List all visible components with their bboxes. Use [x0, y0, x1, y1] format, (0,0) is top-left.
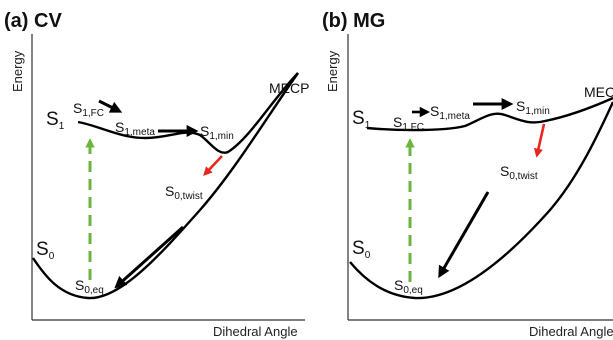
label-s1-fc: S1,FC — [393, 114, 424, 133]
label-s1-fc: S1,FC — [73, 100, 104, 119]
panel-mg: (b) MG Energy Dihedral Angle S1 S0 S1,FC… — [322, 10, 613, 339]
label-mecp: MECP — [584, 84, 613, 100]
y-axis-label: Energy — [10, 50, 25, 92]
x-axis-label: Dihedral Angle — [529, 324, 613, 339]
label-s1: S1 — [46, 109, 65, 132]
label-s0: S0 — [352, 238, 371, 261]
y-axis-label: Energy — [325, 50, 340, 92]
s1-curve — [366, 96, 613, 132]
label-s1-meta: S1,meta — [115, 119, 155, 138]
decay-arrow — [203, 155, 223, 176]
label-s0-twist: S0,twist — [500, 163, 538, 182]
panel-cv: (a) CV Energy Dihedral Angle S1 S0 S1,FC… — [4, 10, 309, 339]
label-mecp: MECP — [269, 80, 309, 96]
label-s0: S0 — [36, 239, 55, 262]
s0-curve — [32, 72, 299, 300]
s0-curve — [349, 101, 613, 300]
label-s1-min: S1,min — [200, 123, 234, 142]
label-s1: S1 — [352, 108, 371, 131]
label-s0-twist: S0,twist — [165, 183, 203, 202]
label-s1-min: S1,min — [516, 98, 550, 117]
relaxation-arrow — [438, 191, 490, 279]
relaxation-arrow — [114, 225, 184, 289]
label-s0-eq: S0,eq — [394, 277, 423, 296]
path-arrow-fc-meta — [98, 99, 123, 113]
x-axis-label: Dihedral Angle — [213, 324, 298, 339]
panel-title: (a) CV — [4, 10, 62, 32]
s1-curve — [77, 72, 299, 154]
label-s0-eq: S0,eq — [75, 277, 104, 296]
panel-title: (b) MG — [322, 10, 385, 32]
label-s1-meta: S1,meta — [430, 103, 470, 122]
decay-arrow — [533, 123, 546, 158]
